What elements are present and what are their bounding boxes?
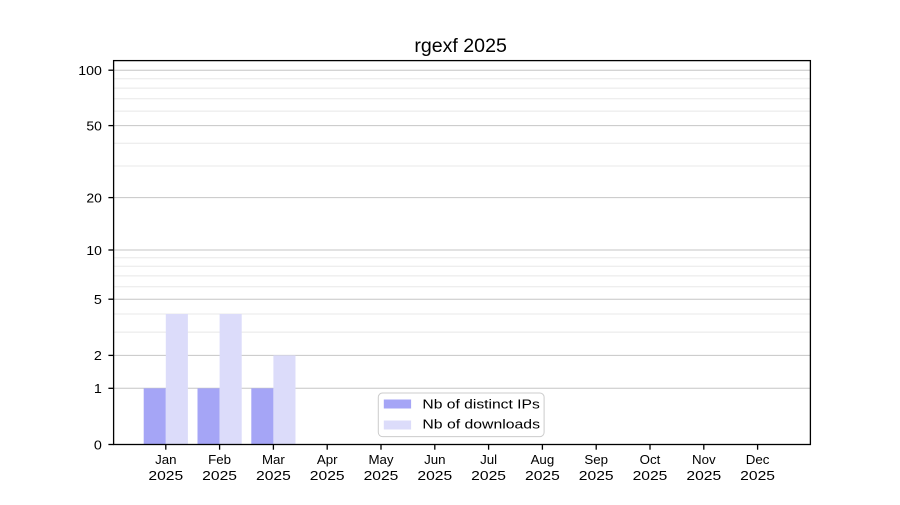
svg-text:Jun: Jun: [424, 452, 445, 467]
svg-text:rgexf 2025: rgexf 2025: [414, 35, 507, 57]
svg-text:Sep: Sep: [584, 452, 608, 467]
svg-text:Nov: Nov: [692, 452, 716, 467]
svg-text:May: May: [368, 452, 393, 467]
svg-text:2025: 2025: [148, 468, 183, 483]
svg-text:2025: 2025: [417, 468, 452, 483]
svg-text:Feb: Feb: [208, 452, 231, 467]
svg-text:2025: 2025: [256, 468, 291, 483]
svg-text:2025: 2025: [633, 468, 668, 483]
svg-text:Jan: Jan: [155, 452, 176, 467]
svg-text:Jul: Jul: [480, 452, 497, 467]
svg-text:20: 20: [86, 190, 102, 205]
svg-text:2025: 2025: [525, 468, 560, 483]
svg-text:Nb of downloads: Nb of downloads: [422, 417, 540, 432]
svg-text:2025: 2025: [310, 468, 345, 483]
svg-text:5: 5: [94, 292, 102, 307]
svg-text:2025: 2025: [686, 468, 721, 483]
svg-text:2025: 2025: [740, 468, 775, 483]
svg-text:100: 100: [78, 63, 102, 78]
svg-text:0: 0: [94, 437, 102, 452]
svg-text:2025: 2025: [579, 468, 614, 483]
svg-text:Dec: Dec: [746, 452, 770, 467]
svg-text:2025: 2025: [364, 468, 399, 483]
svg-text:Apr: Apr: [317, 452, 338, 467]
svg-text:50: 50: [86, 118, 102, 133]
svg-text:2025: 2025: [471, 468, 506, 483]
svg-text:Mar: Mar: [262, 452, 285, 467]
svg-text:10: 10: [86, 243, 102, 258]
svg-text:1: 1: [94, 381, 102, 396]
svg-text:Nb of distinct IPs: Nb of distinct IPs: [422, 396, 540, 411]
svg-text:2: 2: [94, 348, 102, 363]
svg-text:2025: 2025: [202, 468, 237, 483]
svg-text:Oct: Oct: [640, 452, 661, 467]
svg-text:Aug: Aug: [531, 452, 555, 467]
